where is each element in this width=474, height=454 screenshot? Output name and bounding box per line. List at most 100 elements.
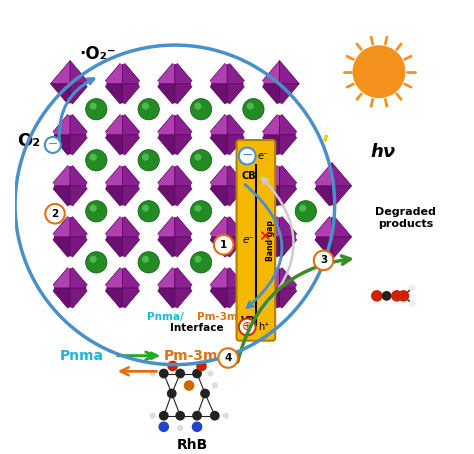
Circle shape [159, 411, 169, 420]
Circle shape [224, 57, 231, 64]
Polygon shape [321, 117, 330, 159]
Circle shape [191, 421, 202, 432]
Text: O₂: O₂ [17, 132, 40, 149]
Circle shape [224, 261, 231, 268]
Polygon shape [103, 237, 122, 260]
Circle shape [276, 154, 283, 161]
Circle shape [138, 233, 146, 240]
Circle shape [192, 411, 202, 420]
Circle shape [224, 103, 231, 110]
Circle shape [200, 389, 210, 399]
Circle shape [86, 131, 93, 138]
Text: 4: 4 [224, 353, 232, 363]
Circle shape [184, 380, 194, 391]
Polygon shape [155, 237, 175, 260]
Polygon shape [175, 61, 194, 84]
Circle shape [247, 153, 254, 161]
Circle shape [243, 201, 264, 222]
Circle shape [175, 369, 185, 379]
Polygon shape [312, 237, 332, 260]
Text: Pnma/: Pnma/ [147, 312, 184, 322]
Polygon shape [260, 237, 280, 260]
Polygon shape [122, 265, 142, 288]
Polygon shape [70, 237, 90, 260]
Polygon shape [227, 186, 247, 209]
Polygon shape [155, 265, 175, 288]
Polygon shape [208, 288, 227, 311]
Circle shape [90, 205, 97, 212]
Circle shape [86, 284, 93, 291]
Polygon shape [280, 163, 299, 186]
Polygon shape [122, 84, 142, 107]
Polygon shape [260, 214, 280, 237]
Text: ·O₂⁻: ·O₂⁻ [80, 45, 116, 63]
Polygon shape [51, 186, 70, 209]
Polygon shape [312, 163, 332, 186]
Polygon shape [51, 237, 70, 260]
Text: Band gap: Band gap [266, 220, 275, 261]
Circle shape [224, 257, 231, 263]
Polygon shape [103, 163, 122, 186]
Text: Pm-3m: Pm-3m [164, 349, 218, 363]
Circle shape [194, 205, 201, 212]
Circle shape [177, 425, 183, 431]
Polygon shape [280, 265, 299, 288]
Polygon shape [260, 112, 280, 135]
Circle shape [142, 205, 149, 212]
Circle shape [296, 131, 303, 138]
Polygon shape [70, 214, 90, 237]
Text: e⁻: e⁻ [243, 235, 255, 245]
Circle shape [243, 233, 250, 240]
Polygon shape [155, 186, 175, 209]
Polygon shape [175, 186, 194, 209]
Polygon shape [280, 135, 299, 158]
Circle shape [243, 252, 264, 273]
Circle shape [194, 103, 201, 110]
Polygon shape [260, 186, 280, 209]
Circle shape [138, 80, 146, 87]
Circle shape [119, 103, 126, 110]
Polygon shape [208, 163, 227, 186]
Circle shape [86, 80, 93, 87]
Polygon shape [122, 135, 142, 158]
Polygon shape [227, 61, 247, 84]
Polygon shape [175, 265, 194, 288]
Circle shape [152, 182, 159, 189]
Circle shape [296, 182, 303, 189]
Circle shape [142, 256, 149, 263]
Circle shape [171, 154, 178, 161]
Polygon shape [312, 186, 332, 209]
Circle shape [47, 182, 54, 189]
Circle shape [224, 307, 231, 315]
Polygon shape [208, 186, 227, 209]
Circle shape [276, 307, 283, 315]
Circle shape [276, 103, 283, 110]
Polygon shape [332, 186, 352, 209]
Circle shape [119, 159, 126, 166]
Circle shape [256, 80, 264, 87]
Polygon shape [70, 265, 90, 288]
Polygon shape [70, 186, 90, 209]
Circle shape [142, 103, 149, 110]
Polygon shape [227, 135, 247, 158]
Polygon shape [175, 84, 194, 107]
Circle shape [86, 99, 107, 120]
Polygon shape [51, 288, 70, 311]
Polygon shape [280, 237, 299, 260]
Polygon shape [208, 214, 227, 237]
Circle shape [191, 252, 212, 273]
Circle shape [204, 233, 211, 240]
Circle shape [171, 307, 178, 315]
Circle shape [276, 205, 283, 212]
Circle shape [296, 284, 303, 291]
Circle shape [224, 154, 231, 161]
Polygon shape [155, 163, 175, 186]
Circle shape [194, 153, 201, 161]
Circle shape [66, 307, 73, 315]
Circle shape [138, 131, 146, 138]
Circle shape [191, 182, 198, 189]
Circle shape [86, 252, 107, 273]
Circle shape [171, 103, 178, 110]
Circle shape [243, 80, 250, 87]
Circle shape [66, 159, 73, 166]
